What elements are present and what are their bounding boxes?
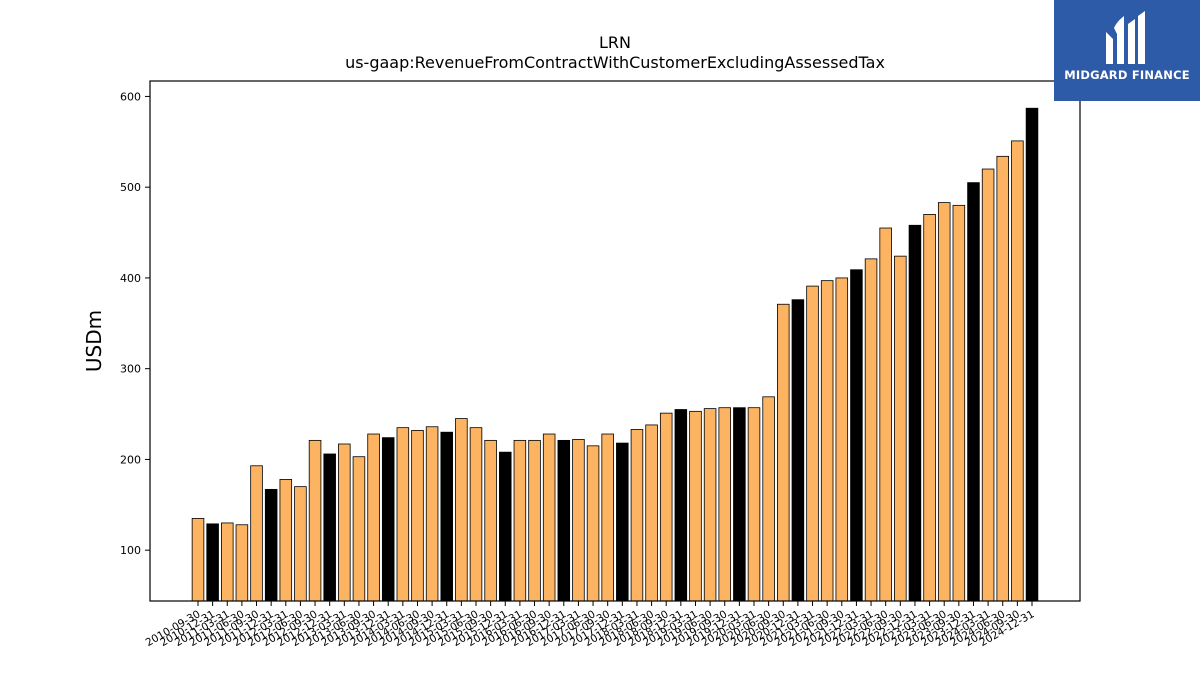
bar-2011-06-30 [235, 524, 249, 602]
y-tick-label: 600 [120, 90, 141, 103]
logo-text: MIDGARD FINANCE [1064, 68, 1190, 82]
y-tick-label: 300 [120, 363, 141, 376]
plot-frame [149, 80, 1081, 602]
bar-2021-06-30 [820, 280, 834, 602]
bar-2010-12-31 [206, 523, 219, 602]
bar-2022-12-31 [908, 224, 922, 602]
bar-2021-12-31 [850, 269, 863, 602]
bar-2011-12-31 [264, 488, 278, 602]
y-axis-label: USDm [82, 310, 106, 372]
bar-2010-09-30 [191, 518, 205, 602]
bar-2024-09-30 [1011, 140, 1024, 602]
bar-2024-03-31 [981, 168, 995, 602]
y-tick-label: 500 [120, 181, 141, 194]
bar-2019-09-30 [718, 407, 731, 602]
y-tick-label: 400 [120, 272, 141, 285]
bar-2018-12-31 [674, 409, 688, 602]
y-tick-label: 100 [120, 544, 141, 557]
bar-2017-12-31 [616, 442, 629, 602]
bar-2020-03-31 [747, 407, 761, 602]
bar-2016-03-31 [513, 439, 527, 602]
bar-2014-12-31 [440, 431, 453, 602]
bar-2020-09-30 [777, 303, 790, 602]
bar-2014-09-30 [425, 426, 439, 602]
bar-2015-03-31 [455, 418, 468, 602]
bar-2014-03-31 [396, 427, 410, 602]
bar-2019-12-31 [733, 407, 746, 602]
bar-2012-12-31 [323, 453, 336, 602]
bar-2015-06-30 [469, 427, 483, 602]
bar-2024-06-30 [996, 155, 1009, 602]
bar-2023-09-30 [952, 204, 966, 602]
bar-2018-06-30 [645, 424, 658, 602]
bar-2022-06-30 [879, 227, 892, 602]
bar-2023-06-30 [937, 202, 951, 602]
chart-subtitle: us-gaap:RevenueFromContractWithCustomerE… [345, 53, 885, 72]
bar-2020-06-30 [762, 396, 775, 602]
bar-2017-03-31 [572, 439, 585, 602]
bar-2012-06-30 [294, 486, 307, 602]
bar-2011-03-31 [221, 522, 234, 602]
bar-2016-06-30 [528, 439, 541, 602]
bar-2020-12-31 [791, 299, 805, 602]
bar-2017-06-30 [586, 445, 600, 602]
bar-2019-06-30 [703, 408, 717, 602]
midgard-logo-icon [1106, 11, 1145, 64]
y-axis-ticks: 100 200 300 400 500 600 [120, 90, 150, 557]
bar-2015-12-31 [499, 451, 512, 602]
bar-2015-09-30 [484, 439, 497, 602]
bar-2014-06-30 [411, 429, 424, 602]
bar-2023-03-31 [923, 213, 936, 602]
bar-2021-09-30 [835, 277, 849, 602]
bar-2013-06-30 [352, 456, 366, 602]
bar-2018-09-30 [659, 412, 673, 602]
y-tick-label: 200 [120, 453, 141, 466]
bar-2016-12-31 [557, 439, 571, 602]
bar-series [191, 107, 1039, 602]
bar-2023-12-31 [967, 182, 980, 602]
bar-2018-03-31 [630, 429, 644, 602]
chart-title: LRN [599, 33, 631, 52]
x-axis-ticks: 2010-09-302010-12-312011-03-312011-06-30… [144, 601, 1037, 649]
bar-2013-12-31 [381, 437, 395, 602]
bar-2019-03-31 [689, 410, 702, 602]
bar-2013-09-30 [367, 433, 380, 602]
bar-2022-09-30 [894, 255, 907, 602]
bar-2017-09-30 [601, 433, 614, 602]
bar-2012-09-30 [308, 439, 322, 602]
bar-2013-03-31 [338, 443, 351, 602]
bar-2012-03-31 [279, 478, 293, 602]
bar-2016-09-30 [542, 433, 556, 602]
bar-2011-09-30 [250, 465, 263, 602]
brand-logo: MIDGARD FINANCE [1054, 0, 1200, 101]
bar-2024-12-31 [1025, 107, 1039, 602]
bar-2021-03-31 [806, 285, 819, 602]
bar-2022-03-31 [864, 258, 878, 602]
